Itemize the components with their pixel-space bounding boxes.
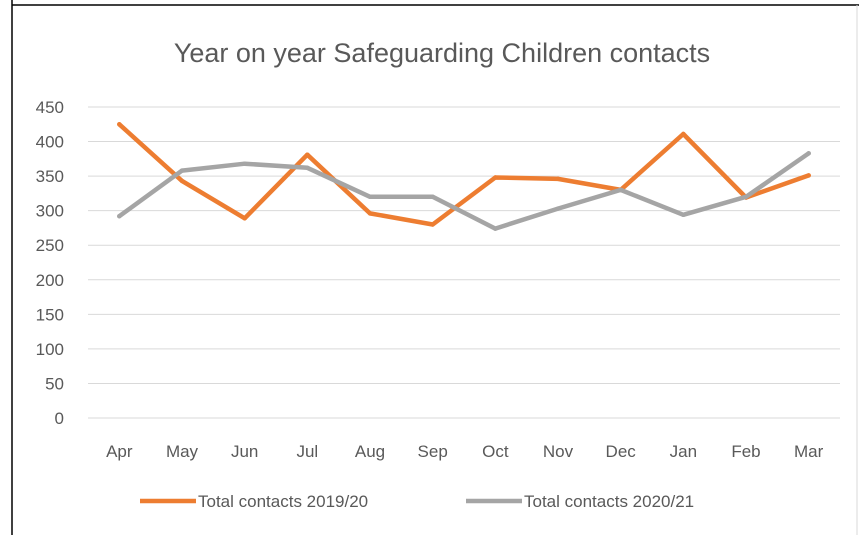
y-tick-label: 150 xyxy=(36,305,64,324)
y-tick-label: 100 xyxy=(36,340,64,359)
data-point xyxy=(367,194,373,200)
series-line-1 xyxy=(117,122,811,227)
data-point xyxy=(179,168,185,173)
data-point xyxy=(242,216,247,221)
x-tick-label: Sep xyxy=(418,442,448,461)
data-point xyxy=(430,194,435,200)
data-point xyxy=(618,187,623,193)
legend-label-2: Total contacts 2020/21 xyxy=(524,492,694,511)
y-tick-label: 450 xyxy=(36,98,64,117)
y-tick-label: 0 xyxy=(55,409,64,428)
data-point xyxy=(179,178,185,184)
y-tick-label: 400 xyxy=(36,133,64,152)
legend: Total contacts 2019/20 Total contacts 202… xyxy=(140,492,694,511)
series-line-2 xyxy=(117,151,811,231)
data-point xyxy=(117,122,122,127)
data-point xyxy=(743,194,749,200)
y-axis-ticks: 0 50 100 150 200 250 300 350 400 450 xyxy=(36,98,64,428)
y-tick-label: 250 xyxy=(36,236,64,255)
x-tick-label: Oct xyxy=(482,442,509,461)
chart-title: Year on year Safeguarding Children conta… xyxy=(174,38,710,68)
data-point xyxy=(555,176,561,182)
x-tick-label: Apr xyxy=(106,442,133,461)
x-axis-ticks: Apr May Jun Jul Aug Sep Oct Nov Dec Jan Feb Mar xyxy=(106,442,824,461)
y-tick-label: 350 xyxy=(36,167,64,186)
x-tick-label: Nov xyxy=(543,442,574,461)
data-point xyxy=(806,173,811,178)
x-tick-label: Jul xyxy=(296,442,318,461)
data-point xyxy=(367,211,373,216)
series-lines xyxy=(117,122,811,231)
data-point xyxy=(305,165,310,171)
x-tick-label: Mar xyxy=(794,442,824,461)
data-point xyxy=(242,161,247,166)
y-tick-label: 200 xyxy=(36,271,64,290)
y-tick-label: 50 xyxy=(45,374,64,393)
y-tick-label: 300 xyxy=(36,202,64,221)
data-point xyxy=(555,206,561,211)
legend-label-1: Total contacts 2019/20 xyxy=(198,492,368,511)
data-point xyxy=(493,175,498,180)
data-point xyxy=(117,213,122,219)
x-tick-label: Feb xyxy=(731,442,760,461)
data-point xyxy=(430,222,435,227)
x-tick-label: Jan xyxy=(670,442,697,461)
data-point xyxy=(806,151,811,156)
x-tick-label: May xyxy=(166,442,199,461)
data-point xyxy=(305,152,310,157)
data-point xyxy=(493,226,498,231)
x-tick-label: Jun xyxy=(231,442,258,461)
x-tick-label: Aug xyxy=(355,442,385,461)
x-tick-label: Dec xyxy=(606,442,637,461)
data-point xyxy=(681,131,686,137)
data-point xyxy=(681,212,686,218)
